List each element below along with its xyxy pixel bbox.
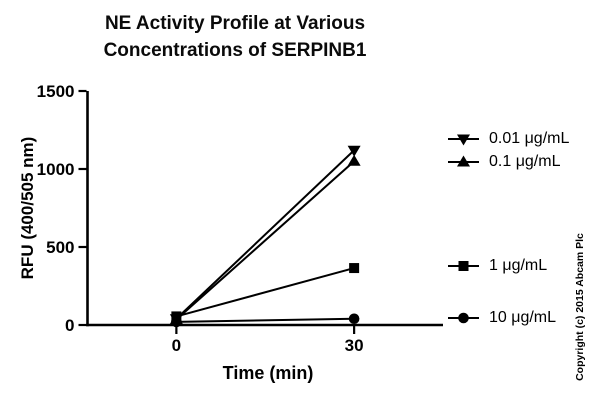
legend-label-3: 10 μg/mL xyxy=(489,309,557,326)
legend-key-circle xyxy=(448,312,479,324)
triangle-down-marker xyxy=(457,134,470,146)
legend-item-2: 1 μg/mL xyxy=(447,255,547,277)
y-tick-label: 0 xyxy=(65,316,74,335)
legend-item-0: 0.01 μg/mL xyxy=(447,128,569,150)
circle-marker xyxy=(171,316,182,328)
triangle-down-marker xyxy=(347,145,361,157)
legend-key-triangle-up xyxy=(448,155,479,167)
circle-marker xyxy=(348,313,360,325)
triangle-up-marker xyxy=(347,154,361,166)
chart-title-line2: Concentrations of SERPINB1 xyxy=(103,40,367,61)
legend-item-1: 0.1 μg/mL xyxy=(447,151,560,173)
chart-title: NE Activity Profile at Various Concentra… xyxy=(40,10,430,64)
triangle-up-marker xyxy=(457,155,470,167)
y-tick-label: 1500 xyxy=(37,82,75,101)
chart-title-line1: NE Activity Profile at Various xyxy=(104,13,366,34)
legend-label-1: 0.1 μg/mL xyxy=(489,153,561,170)
series-line-1 xyxy=(175,160,355,321)
legend-label-0: 0.01 μg/mL xyxy=(489,130,570,147)
series-line-0 xyxy=(175,149,355,320)
square-marker xyxy=(171,311,182,322)
legend-label-2: 1 μg/mL xyxy=(489,257,548,274)
series-line-2 xyxy=(176,267,355,318)
circle-marker xyxy=(458,312,469,324)
legend-key-square xyxy=(448,261,479,271)
legend-item-3: 10 μg/mL xyxy=(447,307,556,329)
x-axis-title: Time (min) xyxy=(222,363,314,383)
square-marker xyxy=(349,263,360,274)
series-line-3 xyxy=(176,317,355,323)
x-tick-label: 30 xyxy=(345,336,364,355)
y-tick-label: 500 xyxy=(46,238,74,257)
copyright-text: Copyright (c) 2015 Abcam Plc xyxy=(574,233,586,381)
y-tick-label: 1000 xyxy=(37,160,75,179)
square-marker xyxy=(458,261,469,271)
legend-key-triangle-down xyxy=(448,134,479,146)
x-tick-label: 0 xyxy=(172,336,181,355)
